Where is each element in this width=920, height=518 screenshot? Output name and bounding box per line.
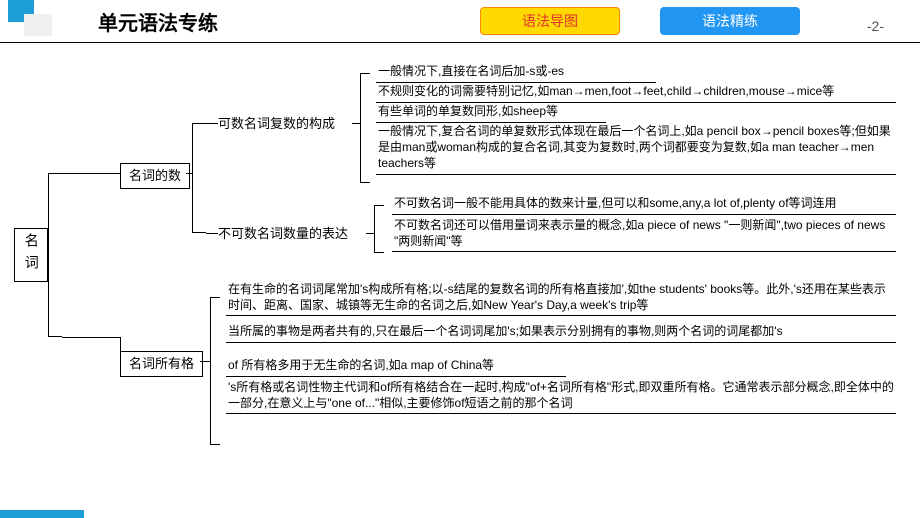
footer-accent <box>0 510 84 518</box>
grammar-map-button[interactable]: 语法导图 <box>480 7 620 35</box>
grammar-practice-button[interactable]: 语法精练 <box>660 7 800 35</box>
root-node: 名词 <box>14 228 48 282</box>
label-uncountable-qty: 不可数名词数量的表达 <box>218 225 348 243</box>
text-line: 当所属的事物是两者共有的,只在最后一个名词词尾加's;如果表示分别拥有的事物,则… <box>226 323 896 343</box>
header: 单元语法专练 语法导图 语法精练 -2- <box>0 0 920 42</box>
label-countable-plural: 可数名词复数的构成 <box>218 115 335 133</box>
text-line: 不可数名词一般不能用具体的数来计量,但可以和some,any,a lot of,… <box>392 195 896 215</box>
text-line: 's所有格或名词性物主代词和of所有格结合在一起时,构成"of+名词所有格"形式… <box>226 379 896 414</box>
logo <box>0 0 50 42</box>
text-line: of 所有格多用于无生命的名词,如a map of China等 <box>226 357 566 377</box>
node-noun-number: 名词的数 <box>120 163 190 189</box>
text-line: 不规则变化的词需要特别记忆,如man→men,foot→feet,child→c… <box>376 83 896 103</box>
page-title: 单元语法专练 <box>98 7 218 36</box>
text-line: 有些单词的单复数同形,如sheep等 <box>376 103 606 123</box>
node-possessive: 名词所有格 <box>120 351 203 377</box>
text-line: 在有生命的名词词尾常加's构成所有格;以-s结尾的复数名词的所有格直接加',如t… <box>226 281 896 316</box>
text-line: 一般情况下,直接在名词后加-s或-es <box>376 63 656 83</box>
page-number: -2- <box>867 18 884 34</box>
text-line: 不可数名词还可以借用量词来表示量的概念,如a piece of news "一则… <box>392 217 896 252</box>
text-line: 一般情况下,复合名词的单复数形式体现在最后一个名词上,如a pencil box… <box>376 123 896 175</box>
diagram: 名词 名词的数 可数名词复数的构成 一般情况下,直接在名词后加-s或-es 不规… <box>0 43 920 473</box>
